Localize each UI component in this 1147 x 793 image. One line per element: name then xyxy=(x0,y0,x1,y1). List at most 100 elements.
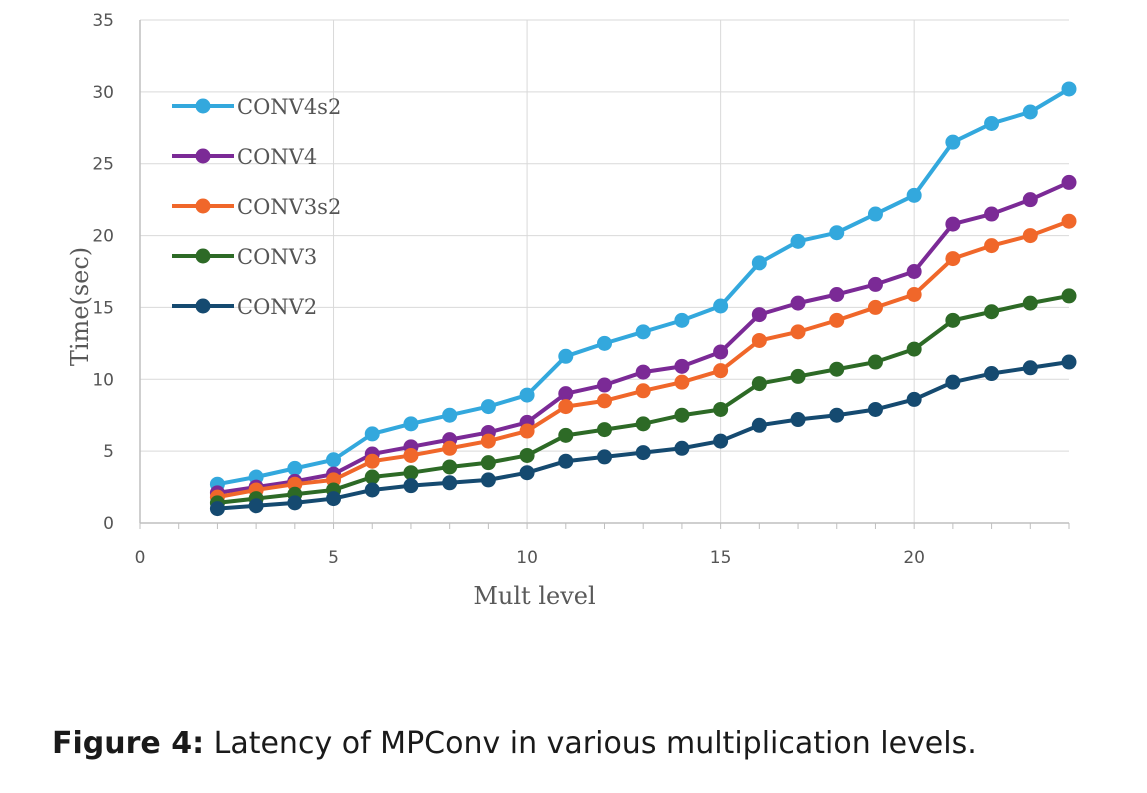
data-point-conv2 xyxy=(635,445,651,461)
legend-label: CONV4 xyxy=(237,145,317,169)
data-point-conv3s2 xyxy=(558,399,574,415)
data-point-conv3s2 xyxy=(403,447,419,463)
data-point-conv3 xyxy=(1022,295,1038,311)
data-point-conv4 xyxy=(674,358,690,374)
data-point-conv4s2 xyxy=(287,460,303,476)
data-point-conv2 xyxy=(442,475,458,491)
data-point-conv3s2 xyxy=(364,453,380,469)
x-tick-label: 20 xyxy=(903,548,925,568)
data-point-conv3s2 xyxy=(829,312,845,328)
figure-caption-text: Latency of MPConv in various multiplicat… xyxy=(204,726,977,761)
figure-caption-label: Figure 4: xyxy=(52,726,205,761)
data-point-conv2 xyxy=(713,433,729,449)
x-tick-label: 5 xyxy=(328,548,339,568)
data-point-conv2 xyxy=(364,482,380,498)
data-point-conv3 xyxy=(906,341,922,357)
data-point-conv3 xyxy=(984,304,1000,320)
data-point-conv3 xyxy=(713,401,729,417)
y-tick-label: 30 xyxy=(92,83,114,103)
data-point-conv4s2 xyxy=(597,335,612,351)
data-point-conv3s2 xyxy=(1061,213,1077,229)
data-point-conv3s2 xyxy=(519,423,535,439)
data-point-conv2 xyxy=(790,412,806,428)
data-point-conv4s2 xyxy=(480,399,496,415)
data-point-conv4s2 xyxy=(403,416,419,432)
data-point-conv4s2 xyxy=(751,255,767,271)
data-point-conv4 xyxy=(984,206,1000,222)
data-point-conv3s2 xyxy=(984,238,1000,254)
legend-label: CONV3s2 xyxy=(237,195,341,219)
y-tick-label: 5 xyxy=(103,442,114,462)
data-point-conv3s2 xyxy=(674,374,690,390)
data-point-conv4s2 xyxy=(906,187,922,203)
data-point-conv4s2 xyxy=(558,348,574,364)
data-point-conv3 xyxy=(364,469,380,485)
data-point-conv4s2 xyxy=(867,206,883,222)
data-point-conv4s2 xyxy=(1061,81,1077,97)
grid-lines xyxy=(140,19,1069,523)
data-point-conv3 xyxy=(403,465,419,481)
x-tick-label: 0 xyxy=(135,548,146,568)
data-point-conv4 xyxy=(867,276,883,292)
data-point-conv4 xyxy=(558,386,574,402)
data-point-conv3s2 xyxy=(751,332,767,348)
data-point-conv4 xyxy=(635,364,651,380)
y-tick-label: 20 xyxy=(92,227,114,247)
data-point-conv2 xyxy=(209,501,225,517)
data-point-conv4s2 xyxy=(1022,104,1038,120)
y-tick-label: 0 xyxy=(103,514,114,534)
data-point-conv3 xyxy=(829,361,845,377)
data-point-conv3 xyxy=(558,427,574,443)
data-point-conv4 xyxy=(751,307,767,323)
data-point-conv3s2 xyxy=(713,363,729,379)
data-point-conv2 xyxy=(829,407,845,423)
legend-label: CONV3 xyxy=(237,245,317,269)
data-point-conv4 xyxy=(945,216,961,232)
data-point-conv3s2 xyxy=(597,393,612,409)
data-point-conv4s2 xyxy=(713,298,729,314)
data-point-conv4s2 xyxy=(442,407,458,423)
latency-line-chart: 0 5 10 15 20 25 30 35 0 5 10 15 20 CONV4s2 CONV4 CONV3… xyxy=(66,11,1077,610)
data-point-conv2 xyxy=(403,478,419,494)
legend-swatch-marker xyxy=(195,298,211,314)
legend-swatch-marker xyxy=(195,148,211,164)
data-point-conv4s2 xyxy=(519,387,535,403)
legend-swatch-marker xyxy=(195,248,211,264)
data-point-conv2 xyxy=(519,465,535,481)
y-tick-label: 10 xyxy=(92,370,114,390)
data-point-conv2 xyxy=(906,391,922,407)
data-point-conv3s2 xyxy=(635,383,651,399)
legend-swatch-marker xyxy=(195,198,211,214)
data-point-conv3s2 xyxy=(442,440,458,456)
data-point-conv3 xyxy=(1061,288,1077,304)
data-point-conv4s2 xyxy=(674,312,690,328)
x-axis-title: Mult level xyxy=(473,582,595,610)
data-point-conv3s2 xyxy=(480,433,496,449)
data-point-conv4s2 xyxy=(364,426,380,442)
data-point-conv3 xyxy=(867,354,883,370)
data-point-conv4 xyxy=(829,286,845,302)
x-tick-label: 10 xyxy=(516,548,538,568)
data-point-conv3 xyxy=(519,447,535,463)
data-point-conv2 xyxy=(326,491,342,507)
data-point-conv2 xyxy=(945,374,961,390)
axes xyxy=(139,20,1070,529)
data-point-conv4 xyxy=(906,264,922,279)
data-point-conv2 xyxy=(287,495,303,511)
data-point-conv4s2 xyxy=(790,233,806,249)
data-point-conv3 xyxy=(442,459,458,475)
data-point-conv3s2 xyxy=(867,299,883,315)
data-point-conv4s2 xyxy=(635,324,651,340)
data-point-conv4 xyxy=(713,344,729,360)
data-point-conv2 xyxy=(558,453,574,469)
data-point-conv3s2 xyxy=(1022,228,1038,244)
data-point-conv4s2 xyxy=(945,134,961,150)
y-axis-title: Time(sec) xyxy=(66,247,94,366)
data-point-conv4 xyxy=(1061,174,1077,190)
legend-label: CONV2 xyxy=(237,295,317,319)
data-point-conv3s2 xyxy=(790,324,806,340)
data-point-conv2 xyxy=(1022,360,1038,376)
figure-caption: Figure 4: Latency of MPConv in various m… xyxy=(52,726,977,761)
data-point-conv3 xyxy=(480,455,496,471)
data-point-conv2 xyxy=(984,366,1000,382)
